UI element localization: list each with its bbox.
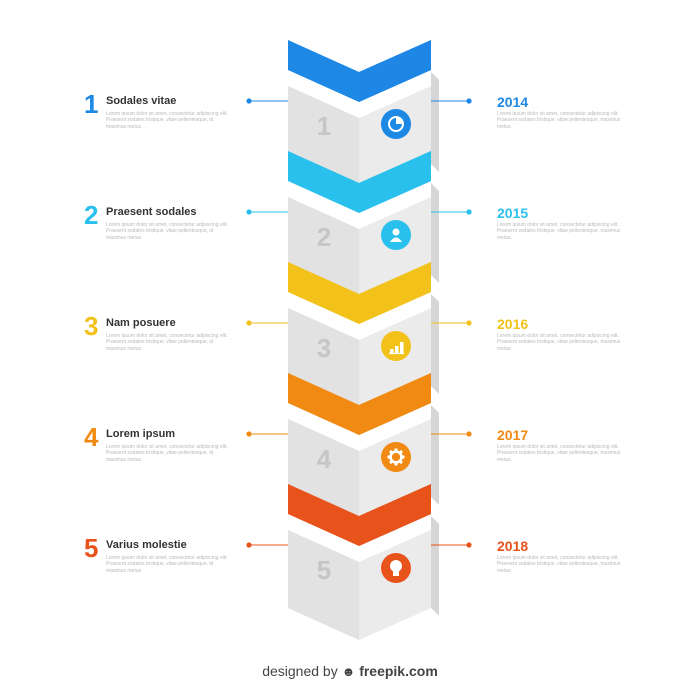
- year-label: 2016: [497, 316, 529, 332]
- block-face-left: [288, 530, 359, 640]
- chevron-band-right: [359, 40, 431, 102]
- chevron-band-right: [359, 151, 431, 213]
- connector-dot-right: [466, 209, 472, 215]
- year-label: 2015: [497, 205, 529, 221]
- step-description: Lorem ipsum dolor sit amet, consectetur …: [106, 555, 228, 574]
- year-description: Lorem ipsum dolor sit amet, consectetur …: [497, 222, 621, 241]
- chevron-band-right: [359, 373, 431, 435]
- connector-dot-left: [246, 431, 252, 437]
- block-shade: [431, 405, 439, 505]
- user-body: [390, 237, 402, 242]
- lightbulb-icon: [390, 560, 402, 576]
- step-description: Lorem ipsum dolor sit amet, consectetur …: [106, 222, 228, 241]
- footer-prefix: designed by: [262, 663, 338, 679]
- step-title: Sodales vitae: [106, 95, 177, 107]
- pie-chart-icon: [388, 116, 404, 132]
- year-label: 2014: [497, 94, 529, 110]
- icon-circle: [381, 442, 411, 472]
- step-title: Lorem ipsum: [106, 428, 176, 440]
- block-number: 2: [317, 222, 331, 252]
- block-shade: [431, 72, 439, 172]
- step-number: 3: [84, 311, 99, 341]
- step-description: Lorem ipsum dolor sit amet, consectetur …: [106, 333, 228, 352]
- step-number: 1: [84, 89, 99, 119]
- year-description: Lorem ipsum dolor sit amet, consectetur …: [497, 555, 621, 574]
- pie-slice: [396, 117, 403, 124]
- chevron-step-5: 5: [246, 484, 472, 640]
- block-number: 4: [317, 444, 332, 474]
- block-number: 5: [317, 555, 331, 585]
- connector-dot-left: [246, 209, 252, 215]
- year-description: Lorem ipsum dolor sit amet, consectetur …: [497, 333, 621, 352]
- block-shade: [431, 183, 439, 283]
- bar-chart-icon: [389, 342, 404, 355]
- user-icon: [390, 228, 402, 242]
- step-title: Praesent sodales: [106, 206, 197, 218]
- connector-dot-right: [466, 542, 472, 548]
- connector-dot-right: [466, 431, 472, 437]
- year-description: Lorem ipsum dolor sit amet, consectetur …: [497, 111, 621, 130]
- footer-brand: freepik.com: [359, 663, 438, 679]
- step-number: 2: [84, 200, 99, 230]
- connector-dot-right: [466, 98, 472, 104]
- connector-dot-left: [246, 98, 252, 104]
- freepik-logo-icon: ☻: [341, 664, 356, 679]
- chevron-band-right: [359, 262, 431, 324]
- step-title: Varius molestie: [106, 539, 187, 551]
- year-label: 2017: [497, 427, 529, 443]
- bulb-base: [393, 571, 399, 576]
- connector-dot-right: [466, 320, 472, 326]
- bar-3: [400, 342, 404, 353]
- chevron-band-right: [359, 484, 431, 546]
- user-head: [392, 228, 400, 236]
- bar-2: [395, 346, 399, 353]
- chevron-step-1: 1: [246, 40, 472, 196]
- step-number: 4: [84, 422, 99, 452]
- step-title: Nam posuere: [106, 317, 176, 329]
- block-shade: [431, 516, 439, 616]
- connector-dot-left: [246, 320, 252, 326]
- step-description: Lorem ipsum dolor sit amet, consectetur …: [106, 444, 228, 463]
- year-label: 2018: [497, 538, 529, 554]
- bulb-glass: [390, 560, 402, 572]
- connector-dot-left: [246, 542, 252, 548]
- step-description: Lorem ipsum dolor sit amet, consectetur …: [106, 111, 228, 130]
- bar-1: [390, 349, 394, 353]
- block-number: 3: [317, 333, 331, 363]
- footer-credit: designed by ☻ freepik.com: [0, 663, 700, 679]
- year-description: Lorem ipsum dolor sit amet, consectetur …: [497, 444, 621, 463]
- step-number: 5: [84, 533, 99, 563]
- block-number: 1: [317, 111, 331, 141]
- gear-icon: [387, 448, 405, 466]
- gear-ring: [389, 450, 403, 464]
- block-shade: [431, 294, 439, 394]
